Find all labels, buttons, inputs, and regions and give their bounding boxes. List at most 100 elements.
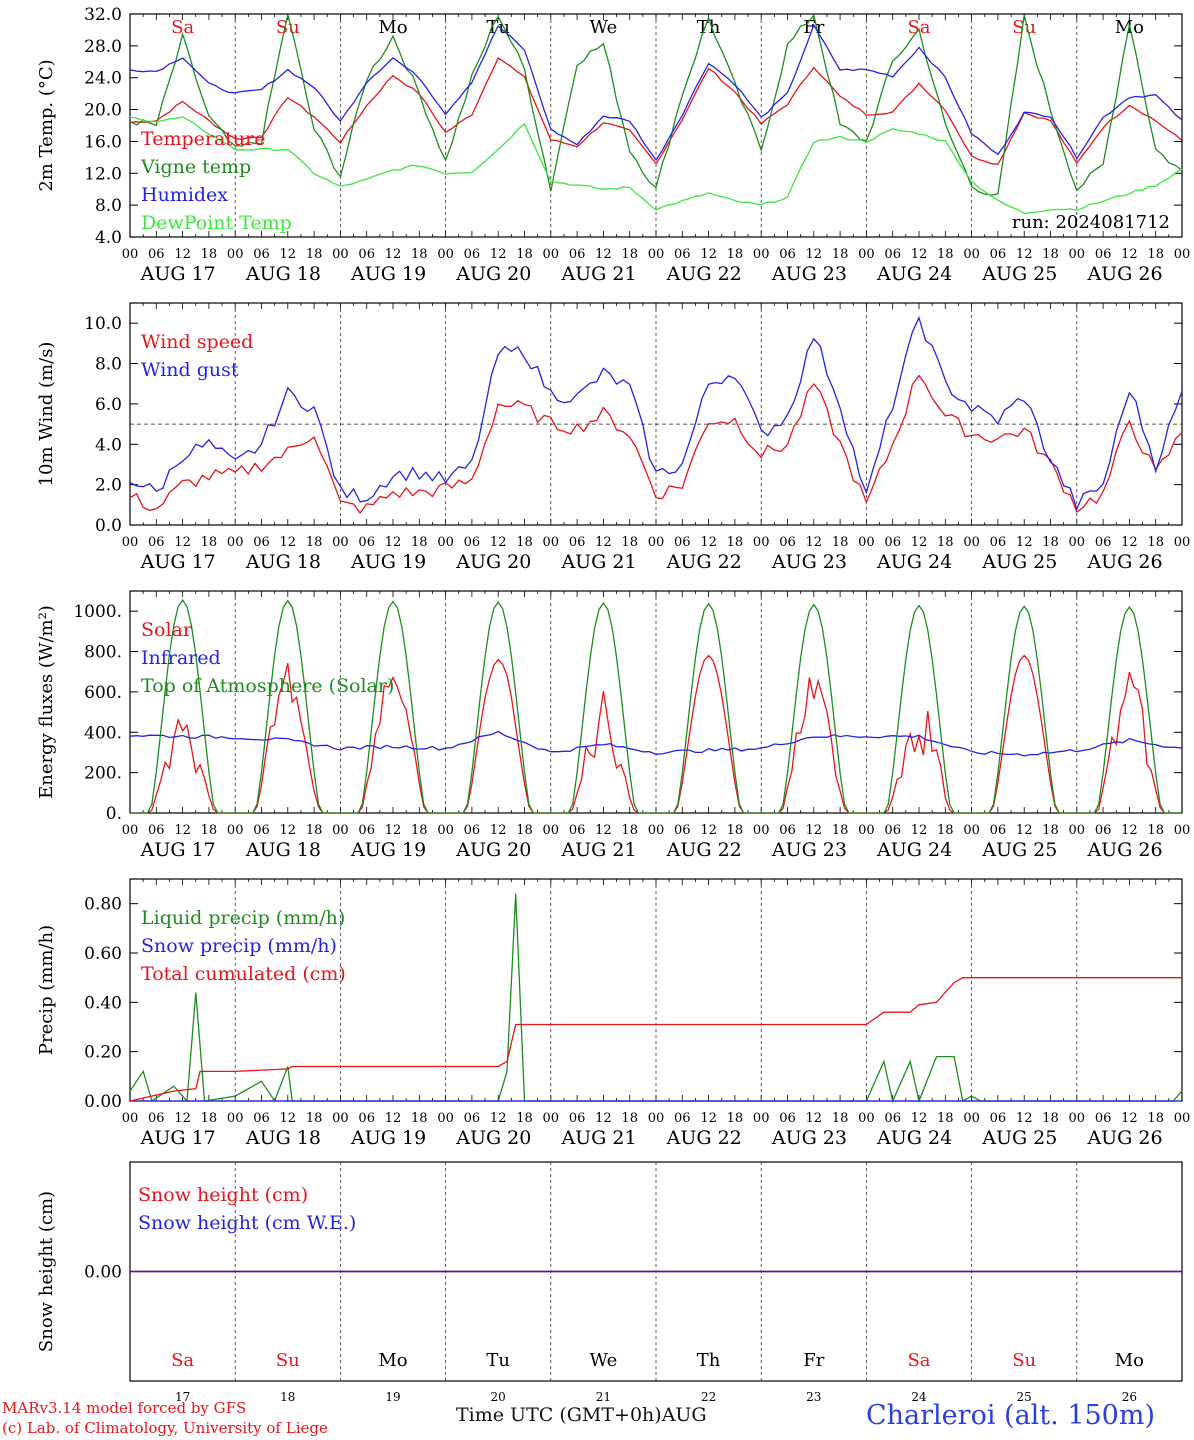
hour-tick-label: 18 — [621, 247, 638, 262]
hour-tick-label: 06 — [1095, 247, 1112, 262]
hour-tick-label: 00 — [1069, 247, 1086, 262]
hour-tick-label: 06 — [990, 247, 1007, 262]
series-wind-speed-line — [129, 374, 1183, 515]
panel-4: 0.00 0.20 0.40 0.60 0.80 Precip (mm/h) 00 06 12 1… — [36, 878, 1191, 1149]
hour-tick-label: 12 — [700, 535, 717, 550]
hour-tick-label: 00 — [122, 535, 139, 550]
hour-tick-label: 12 — [490, 247, 507, 262]
hour-tick-label: 18 — [201, 247, 218, 262]
hour-tick-label: 06 — [884, 247, 901, 262]
date-label: AUG 18 — [245, 839, 321, 861]
y-tick-label: 8.0 — [95, 355, 122, 375]
y-axis-title: Snow height (cm) — [36, 1191, 57, 1352]
date-label: AUG 21 — [560, 551, 636, 573]
date-label: AUG 22 — [666, 551, 742, 573]
legend-entry: DewPoint Temp — [141, 212, 292, 234]
hour-tick-label: 12 — [806, 535, 823, 550]
hour-tick-label: 00 — [753, 1111, 770, 1126]
hour-tick-label: 00 — [858, 535, 875, 550]
hour-tick-label: 18 — [727, 1111, 744, 1126]
hour-tick-label: 12 — [174, 1111, 191, 1126]
series-dewpoint-temp-line — [129, 116, 1183, 215]
hour-tick-label: 06 — [464, 1111, 481, 1126]
hour-tick-label: 00 — [543, 1111, 560, 1126]
hour-tick-label: 12 — [595, 823, 612, 838]
y-tick-label: 0. — [106, 804, 122, 824]
hour-tick-label: 00 — [437, 823, 454, 838]
hour-tick-label: 18 — [1042, 535, 1059, 550]
y-tick-label: 1000. — [73, 602, 122, 622]
hour-tick-label: 06 — [148, 1111, 165, 1126]
date-label: AUG 26 — [1086, 839, 1162, 861]
date-label: AUG 20 — [455, 263, 531, 285]
hour-tick-label: 00 — [332, 535, 349, 550]
hour-tick-label: 00 — [1174, 247, 1191, 262]
legend-entry: Infrared — [141, 647, 221, 669]
hour-tick-label: 00 — [648, 1111, 665, 1126]
plot-frame — [129, 13, 1183, 238]
hour-tick-label: 00 — [227, 247, 244, 262]
date-label: AUG 18 — [245, 1127, 321, 1149]
hour-tick-label: 00 — [122, 1111, 139, 1126]
hour-tick-label: 18 — [411, 247, 428, 262]
day-number-label: 20 — [491, 1390, 506, 1404]
hour-tick-label: 00 — [753, 535, 770, 550]
hour-tick-label: 00 — [963, 823, 980, 838]
hour-tick-label: 00 — [332, 1111, 349, 1126]
hour-tick-label: 18 — [621, 1111, 638, 1126]
hour-tick-label: 12 — [700, 247, 717, 262]
hour-tick-label: 12 — [595, 247, 612, 262]
hour-tick-label: 12 — [490, 1111, 507, 1126]
y-tick-label: 4.0 — [95, 228, 122, 248]
legend-entry: Top of Atmosphere (Solar) — [141, 675, 394, 697]
hour-tick-label: 00 — [963, 247, 980, 262]
y-tick-label: 10.0 — [84, 314, 122, 334]
hour-tick-label: 00 — [227, 535, 244, 550]
date-label: AUG 18 — [245, 551, 321, 573]
hour-tick-label: 18 — [937, 823, 954, 838]
hour-tick-label: 00 — [648, 535, 665, 550]
hour-tick-label: 06 — [148, 823, 165, 838]
hour-tick-label: 06 — [253, 535, 270, 550]
day-number-label: 17 — [175, 1390, 190, 1404]
hour-tick-label: 12 — [911, 535, 928, 550]
y-tick-label: 0.00 — [84, 1263, 122, 1283]
weekday-label: Sa — [907, 1350, 930, 1371]
hour-tick-label: 06 — [1095, 823, 1112, 838]
hour-tick-label: 06 — [569, 1111, 586, 1126]
hour-tick-label: 06 — [358, 535, 375, 550]
hour-tick-label: 00 — [753, 247, 770, 262]
hour-tick-label: 12 — [806, 1111, 823, 1126]
hour-tick-label: 00 — [858, 823, 875, 838]
y-tick-label: 200. — [84, 764, 122, 784]
hour-tick-label: 06 — [779, 247, 796, 262]
hour-tick-label: 12 — [1016, 823, 1033, 838]
hour-tick-label: 06 — [253, 823, 270, 838]
weekday-label: Su — [276, 17, 300, 38]
hour-tick-label: 00 — [543, 247, 560, 262]
y-axis-title: 2m Temp. (°C) — [36, 59, 57, 191]
hour-tick-label: 06 — [253, 247, 270, 262]
hour-tick-label: 06 — [674, 823, 691, 838]
hour-tick-label: 06 — [1095, 535, 1112, 550]
y-tick-label: 16.0 — [84, 132, 122, 152]
date-label: AUG 19 — [350, 263, 426, 285]
hour-tick-label: 18 — [621, 823, 638, 838]
hour-tick-label: 00 — [858, 247, 875, 262]
date-label: AUG 19 — [350, 1127, 426, 1149]
weekday-label: Fr — [803, 17, 824, 38]
y-tick-label: 0.20 — [84, 1043, 122, 1063]
hour-tick-label: 18 — [1147, 247, 1164, 262]
legend-entry: Snow precip (mm/h) — [141, 935, 337, 957]
hour-tick-label: 00 — [1174, 1111, 1191, 1126]
hour-tick-label: 12 — [280, 1111, 297, 1126]
hour-tick-label: 00 — [437, 247, 454, 262]
hour-tick-label: 18 — [1042, 823, 1059, 838]
hour-tick-label: 18 — [1147, 1111, 1164, 1126]
model-credit-line: MARv3.14 model forced by GFS — [2, 1399, 247, 1417]
hour-tick-label: 06 — [464, 247, 481, 262]
hour-tick-label: 06 — [148, 535, 165, 550]
date-label: AUG 26 — [1086, 263, 1162, 285]
hour-tick-label: 06 — [779, 823, 796, 838]
